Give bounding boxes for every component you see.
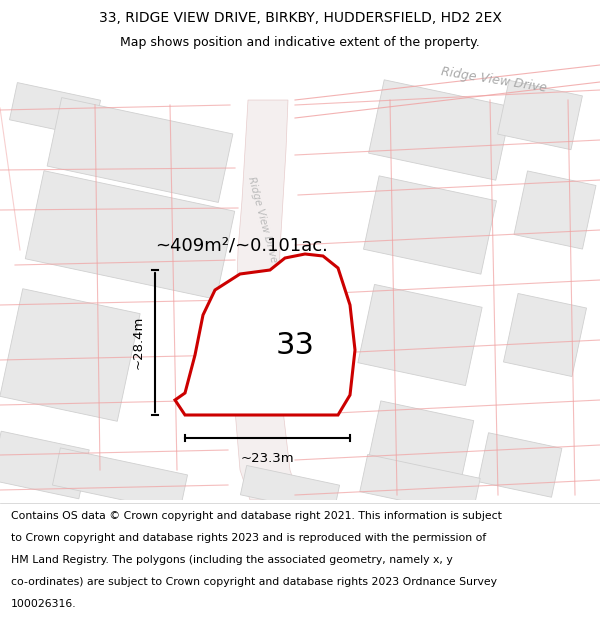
Polygon shape bbox=[514, 171, 596, 249]
Text: co-ordinates) are subject to Crown copyright and database rights 2023 Ordnance S: co-ordinates) are subject to Crown copyr… bbox=[11, 577, 497, 587]
Polygon shape bbox=[503, 294, 587, 376]
Polygon shape bbox=[47, 98, 233, 202]
Polygon shape bbox=[0, 289, 140, 421]
Text: ~23.3m: ~23.3m bbox=[241, 452, 295, 465]
Text: 33, RIDGE VIEW DRIVE, BIRKBY, HUDDERSFIELD, HD2 2EX: 33, RIDGE VIEW DRIVE, BIRKBY, HUDDERSFIE… bbox=[98, 11, 502, 25]
Text: ~409m²/~0.101ac.: ~409m²/~0.101ac. bbox=[155, 236, 328, 254]
Text: 33: 33 bbox=[275, 331, 314, 359]
Text: Contains OS data © Crown copyright and database right 2021. This information is : Contains OS data © Crown copyright and d… bbox=[11, 511, 502, 521]
Text: Map shows position and indicative extent of the property.: Map shows position and indicative extent… bbox=[120, 36, 480, 49]
Text: 100026316.: 100026316. bbox=[11, 599, 76, 609]
Text: HM Land Registry. The polygons (including the associated geometry, namely x, y: HM Land Registry. The polygons (includin… bbox=[11, 555, 452, 565]
Polygon shape bbox=[368, 80, 511, 180]
Polygon shape bbox=[241, 466, 340, 514]
Polygon shape bbox=[366, 401, 474, 489]
Text: ~28.4m: ~28.4m bbox=[132, 316, 145, 369]
Polygon shape bbox=[360, 454, 480, 516]
Text: Ridge View Drive: Ridge View Drive bbox=[440, 65, 548, 95]
Text: Ridge View Drive: Ridge View Drive bbox=[245, 176, 278, 264]
Polygon shape bbox=[478, 432, 562, 498]
Polygon shape bbox=[10, 82, 101, 138]
Text: to Crown copyright and database rights 2023 and is reproduced with the permissio: to Crown copyright and database rights 2… bbox=[11, 533, 486, 543]
Polygon shape bbox=[52, 448, 188, 512]
Polygon shape bbox=[497, 80, 583, 150]
Polygon shape bbox=[25, 171, 235, 299]
Polygon shape bbox=[358, 284, 482, 386]
Polygon shape bbox=[235, 100, 300, 500]
Polygon shape bbox=[0, 431, 89, 499]
Polygon shape bbox=[364, 176, 496, 274]
Polygon shape bbox=[175, 254, 355, 415]
